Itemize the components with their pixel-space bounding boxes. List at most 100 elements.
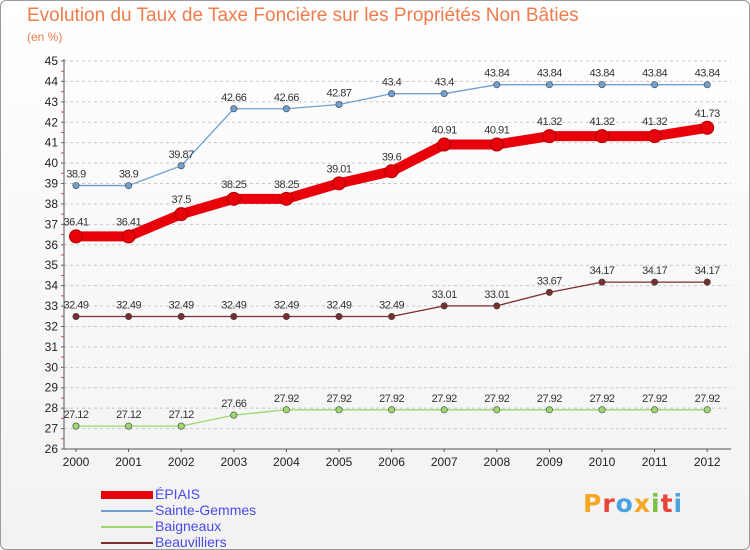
data-label: 41.73 [695, 108, 720, 120]
logo-letter: t [660, 489, 674, 518]
x-axis-ticks: 2000 2001 2002 2003 2004 2005 2006 2007 2008 2009… [63, 455, 721, 469]
x-tick-label: 2012 [694, 455, 721, 469]
legend-item: ÉPIAIS [101, 486, 341, 503]
data-point [598, 81, 606, 89]
data-point [651, 81, 659, 89]
data-label: 33.01 [484, 289, 509, 301]
axes [61, 59, 731, 452]
data-label: 43.84 [484, 68, 509, 80]
data-point [493, 81, 501, 89]
data-label: 36.41 [116, 216, 141, 228]
data-point [125, 422, 133, 430]
data-label: 34.17 [642, 265, 667, 277]
data-point [437, 137, 452, 152]
x-tick-label: 2000 [63, 455, 90, 469]
data-point [651, 278, 659, 286]
data-point [542, 129, 557, 144]
legend-swatch [101, 542, 153, 544]
y-tick-label: 37 [45, 217, 59, 231]
data-label: 27.92 [326, 393, 351, 405]
data-point [282, 312, 290, 320]
series-points [69, 81, 715, 430]
data-point [177, 312, 185, 320]
legend-swatch [101, 526, 153, 528]
data-point [493, 406, 501, 414]
legend-item: Sainte-Gemmes [101, 502, 341, 519]
data-point [651, 406, 659, 414]
data-label: 43.4 [434, 77, 454, 89]
data-point [282, 105, 290, 113]
series-lines [71, 84, 713, 427]
y-tick-label: 40 [45, 156, 59, 170]
y-tick-label: 30 [45, 360, 59, 374]
data-label: 27.92 [537, 393, 562, 405]
x-tick-label: 2002 [168, 455, 195, 469]
y-tick-label: 29 [45, 381, 59, 395]
data-label: 27.92 [484, 393, 509, 405]
logo-letter: P [583, 489, 603, 518]
y-tick-label: 35 [45, 258, 59, 272]
logo-letter: o [615, 489, 634, 518]
data-point [332, 176, 346, 191]
data-point [440, 406, 448, 414]
data-point [595, 129, 609, 144]
x-tick-label: 2008 [483, 455, 510, 469]
data-label: 39.01 [326, 163, 351, 175]
data-label: 38.9 [66, 169, 86, 181]
data-label: 42.66 [274, 92, 299, 104]
data-label: 27.92 [432, 393, 457, 405]
data-point [279, 191, 294, 206]
data-label: 41.32 [589, 116, 614, 128]
data-point [230, 105, 238, 113]
data-label: 27.92 [695, 393, 720, 405]
data-label: 32.49 [274, 299, 299, 311]
data-point [545, 406, 553, 414]
data-point [125, 312, 133, 320]
data-point [703, 406, 711, 414]
y-tick-label: 34 [45, 279, 59, 293]
data-label: 41.32 [537, 116, 562, 128]
unit-label: (en %) [27, 30, 63, 44]
data-point [388, 406, 396, 414]
data-point [177, 162, 185, 170]
data-label: 27.12 [63, 409, 88, 421]
data-point [598, 406, 606, 414]
data-point [493, 302, 501, 310]
x-tick-label: 2005 [326, 455, 353, 469]
data-label: 32.49 [221, 299, 246, 311]
data-label: 27.92 [589, 393, 614, 405]
data-label: 40.91 [432, 125, 457, 137]
data-label: 43.84 [537, 68, 562, 80]
data-label: 32.49 [379, 299, 404, 311]
legend-label: Baigneaux [155, 518, 222, 534]
x-tick-label: 2009 [536, 455, 563, 469]
chart-title: Evolution du Taux de Taxe Foncière sur l… [27, 5, 579, 26]
data-point [72, 182, 80, 190]
data-point [335, 406, 343, 414]
data-point [230, 312, 238, 320]
data-label: 43.84 [695, 68, 720, 80]
x-tick-label: 2001 [115, 455, 142, 469]
data-point [174, 207, 189, 222]
x-tick-label: 2004 [273, 455, 300, 469]
data-point [700, 120, 715, 135]
logo-letter: i [651, 489, 661, 518]
y-tick-label: 28 [45, 401, 59, 415]
data-point [230, 411, 238, 419]
data-point [384, 164, 399, 179]
data-point [545, 288, 553, 296]
logo-letter: r [602, 489, 616, 518]
data-label: 43.84 [589, 68, 614, 80]
legend-label: Beauvilliers [155, 534, 227, 550]
data-label: 40.91 [484, 125, 509, 137]
data-label: 43.84 [642, 68, 667, 80]
y-axis-ticks: 26 27 28 29 30 31 32 33 34 35 36 37 38 39 40 41 42 43 44 45 [45, 54, 59, 456]
y-tick-label: 41 [45, 136, 59, 150]
data-label: 39.6 [382, 151, 402, 163]
data-point [72, 312, 80, 320]
data-label: 39.87 [169, 149, 194, 161]
data-point [598, 278, 606, 286]
logo-letter: x [633, 489, 651, 518]
data-label: 27.12 [169, 409, 194, 421]
data-label: 32.49 [326, 299, 351, 311]
